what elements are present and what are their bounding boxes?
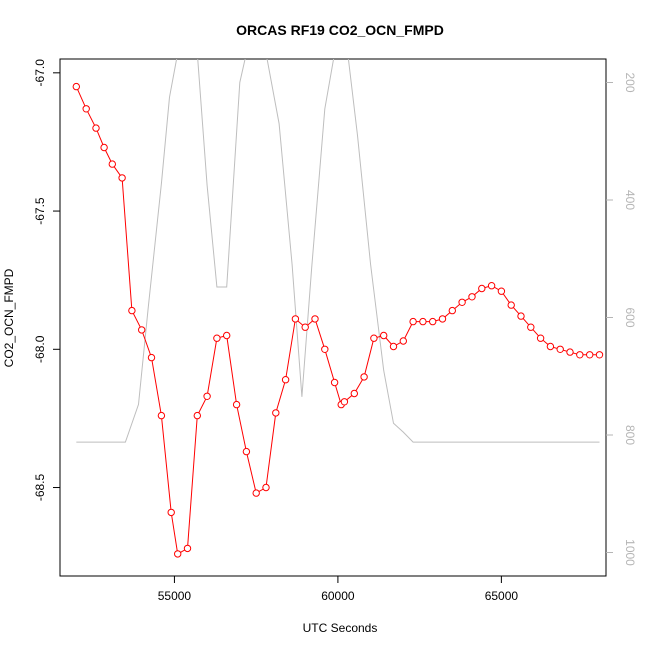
data-point bbox=[128, 306, 136, 315]
y-tick-label: -68.5 bbox=[33, 474, 47, 502]
x-tick-label: 55000 bbox=[158, 589, 192, 603]
y2-tick-label: 1000 bbox=[623, 539, 637, 566]
data-point bbox=[497, 287, 506, 295]
data-point bbox=[409, 317, 417, 326]
data-point bbox=[458, 298, 466, 306]
data-point bbox=[380, 331, 388, 340]
data-point bbox=[167, 508, 175, 517]
data-point bbox=[223, 331, 231, 340]
chart-title: ORCAS RF19 CO2_OCN_FMPD bbox=[236, 22, 444, 38]
data-point bbox=[546, 342, 555, 351]
x-axis-label: UTC Seconds bbox=[303, 621, 378, 635]
data-point bbox=[311, 315, 319, 323]
data-point bbox=[517, 312, 525, 320]
data-point bbox=[330, 378, 339, 387]
data-point bbox=[507, 301, 515, 309]
data-point bbox=[203, 392, 211, 400]
data-point bbox=[193, 411, 202, 420]
data-point bbox=[92, 124, 100, 132]
data-point bbox=[242, 447, 251, 456]
data-point bbox=[291, 315, 300, 323]
y2-tick-label: 800 bbox=[623, 425, 637, 445]
data-point bbox=[100, 143, 108, 152]
data-point bbox=[252, 489, 260, 497]
data-point bbox=[370, 334, 378, 342]
data-point bbox=[272, 409, 280, 417]
data-point bbox=[138, 326, 146, 334]
series-line-1 bbox=[76, 59, 600, 443]
data-point bbox=[360, 373, 368, 381]
data-point bbox=[468, 293, 476, 301]
series-layer bbox=[72, 59, 604, 558]
data-point bbox=[321, 345, 329, 353]
data-point bbox=[157, 411, 166, 420]
data-point bbox=[183, 544, 192, 553]
data-point bbox=[429, 317, 437, 326]
data-point bbox=[281, 376, 290, 384]
data-point bbox=[72, 82, 81, 91]
y2-tick-label: 400 bbox=[623, 190, 637, 210]
data-point bbox=[595, 351, 604, 359]
data-point bbox=[350, 389, 358, 398]
y2-tick-label: 600 bbox=[623, 307, 637, 327]
data-point bbox=[487, 282, 496, 290]
data-point bbox=[232, 400, 241, 409]
data-point bbox=[399, 337, 407, 345]
data-point bbox=[586, 351, 594, 359]
data-point bbox=[478, 284, 486, 293]
data-point bbox=[108, 160, 117, 168]
data-point bbox=[576, 351, 584, 359]
y-tick-label: -68.0 bbox=[33, 335, 47, 363]
data-point bbox=[147, 353, 156, 362]
data-point bbox=[438, 315, 447, 323]
data-point bbox=[419, 317, 427, 326]
y-tick-label: -67.5 bbox=[33, 197, 47, 225]
axes-layer: 55000 60000 65000 -67.0 -67.5 -68.0 -68.5 200 40… bbox=[33, 59, 637, 603]
data-point bbox=[556, 345, 564, 353]
data-point bbox=[174, 550, 182, 558]
data-point bbox=[118, 174, 126, 182]
data-point bbox=[301, 323, 309, 331]
x-tick-label: 65000 bbox=[485, 589, 519, 603]
data-point bbox=[536, 334, 545, 342]
data-point bbox=[82, 105, 90, 113]
data-point bbox=[262, 483, 270, 492]
y-axis-label: CO2_OCN_FMPD bbox=[2, 268, 16, 367]
data-point bbox=[448, 306, 456, 315]
series-line-0 bbox=[75, 86, 600, 555]
data-point bbox=[213, 334, 221, 342]
data-point bbox=[340, 398, 349, 406]
y-tick-label: -67.0 bbox=[33, 59, 47, 87]
x-tick-label: 60000 bbox=[321, 589, 355, 603]
data-point bbox=[566, 348, 574, 356]
data-point bbox=[527, 323, 535, 331]
y2-tick-label: 200 bbox=[623, 72, 637, 92]
data-point bbox=[389, 342, 398, 351]
